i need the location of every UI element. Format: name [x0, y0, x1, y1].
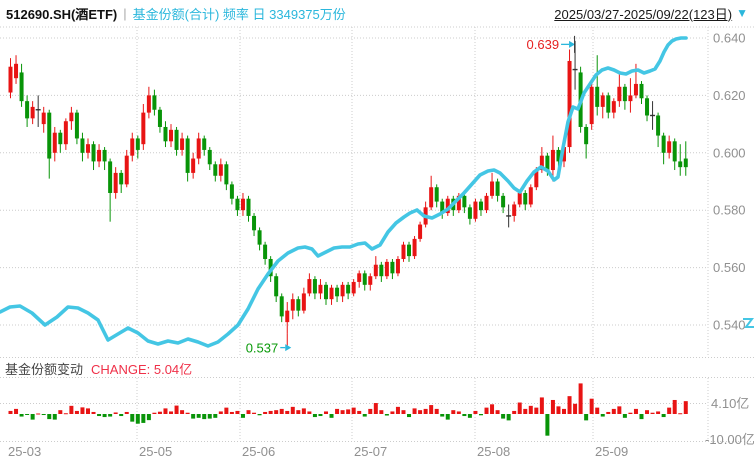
volume-axis-label: -10.00亿: [705, 432, 754, 447]
axis-labels: 0.640 0.620 0.600 0.580 0.560 0.540 4.10亿 -10.0…: [8, 31, 754, 460]
x-axis-label: 25-05: [139, 444, 172, 459]
y-axis-label: 0.620: [713, 88, 746, 103]
y-axis-label: 0.640: [713, 31, 746, 46]
x-axis-label: 25-03: [8, 444, 41, 459]
high-price-label: 0.639: [527, 37, 560, 52]
chart-header: 512690.SH(酒ETF) | 基金份额(合计) 频率 日 3349375万…: [0, 0, 754, 26]
logo-mark-icon: [743, 318, 754, 328]
fund-share-metric-label: 基金份额(合计) 频率 日 3349375万份: [132, 6, 346, 22]
low-price-label: 0.537: [246, 341, 279, 356]
x-axis-label: 25-08: [477, 444, 510, 459]
instrument-title: 512690.SH(酒ETF): [6, 6, 118, 22]
y-axis-label: 0.580: [713, 203, 746, 218]
volume-axis-label: 4.10亿: [711, 396, 749, 411]
dropdown-triangle-icon[interactable]: ▼: [736, 6, 748, 20]
change-value-label: CHANGE: 5.04亿: [91, 361, 193, 377]
volume-panel-title: 基金份额变动: [5, 361, 84, 377]
y-axis-label: 0.560: [713, 260, 746, 275]
y-axis-label: 0.600: [713, 145, 746, 160]
date-range-selector[interactable]: 2025/03/27-2025/09/22(123日): [554, 6, 733, 22]
volume-panel-header: 基金份额变动 CHANGE: 5.04亿: [5, 359, 192, 377]
x-axis-label: 25-09: [595, 444, 628, 459]
volume-bars: [8, 383, 688, 436]
fund-share-line: [0, 36, 688, 348]
x-axis-label: 25-06: [242, 444, 275, 459]
candles: [8, 40, 688, 334]
title-separator: |: [123, 5, 127, 21]
price-annotations: 0.639 0.537: [246, 35, 576, 356]
x-axis-label: 25-07: [354, 444, 387, 459]
y-axis-label: 0.540: [713, 318, 746, 333]
